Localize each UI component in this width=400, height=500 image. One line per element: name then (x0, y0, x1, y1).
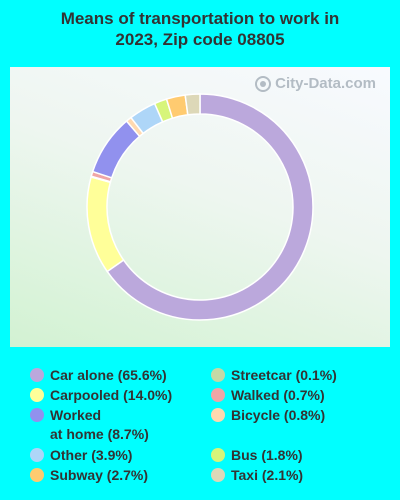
legend-swatch (30, 368, 44, 382)
legend: Car alone (65.6%) Carpooled (14.0%) Work… (30, 366, 390, 496)
chart-title-line1: Means of transportation to work in (60, 9, 340, 28)
legend-item-other: Other (3.9%) (30, 446, 132, 465)
watermark-text: City-Data.com (275, 75, 376, 92)
legend-swatch (211, 368, 225, 382)
legend-item-bicycle: Bicycle (0.8%) (211, 406, 325, 425)
legend-item-bus: Bus (1.8%) (211, 446, 303, 465)
legend-swatch (30, 408, 44, 422)
legend-swatch (30, 388, 44, 402)
city-data-logo-icon (255, 75, 272, 92)
watermark: City-Data.com (255, 75, 376, 92)
legend-swatch (211, 388, 225, 402)
legend-label: Taxi (2.1%) (231, 467, 304, 483)
chart-title: Means of transportation to work in 2023,… (0, 8, 400, 50)
chart-panel: City-Data.com (10, 67, 390, 347)
legend-label: Subway (2.7%) (50, 467, 149, 483)
legend-label: Worked at home (8.7%) (50, 406, 149, 444)
chart-title-line2: 2023, Zip code 08805 (115, 30, 285, 49)
legend-item-car-alone: Car alone (65.6%) (30, 366, 167, 385)
donut-slice-worked-at-home (91, 120, 141, 179)
legend-swatch (30, 448, 44, 462)
legend-label: Car alone (65.6%) (50, 367, 167, 383)
legend-label: Other (3.9%) (50, 447, 133, 463)
legend-item-carpooled: Carpooled (14.0%) (30, 386, 172, 405)
legend-label: Streetcar (0.1%) (231, 367, 337, 383)
donut-slice-carpooled (86, 176, 125, 273)
legend-swatch (211, 408, 225, 422)
donut-chart (86, 93, 314, 321)
legend-swatch (30, 468, 44, 482)
legend-swatch (211, 468, 225, 482)
legend-label-line2: at home (8.7%) (50, 426, 149, 442)
legend-label: Bus (1.8%) (231, 447, 303, 463)
donut-slice-taxi (184, 93, 201, 116)
legend-label: Carpooled (14.0%) (50, 387, 173, 403)
legend-label: Walked (0.7%) (231, 387, 325, 403)
legend-label-line1: Worked (50, 407, 102, 423)
legend-item-subway: Subway (2.7%) (30, 466, 148, 485)
legend-item-worked-at-home: Worked at home (8.7%) (30, 406, 149, 444)
legend-item-taxi: Taxi (2.1%) (211, 466, 303, 485)
legend-swatch (211, 448, 225, 462)
donut-slice-car-alone (106, 93, 314, 321)
legend-label: Bicycle (0.8%) (231, 407, 326, 423)
legend-item-walked: Walked (0.7%) (211, 386, 325, 405)
legend-item-streetcar: Streetcar (0.1%) (211, 366, 337, 385)
